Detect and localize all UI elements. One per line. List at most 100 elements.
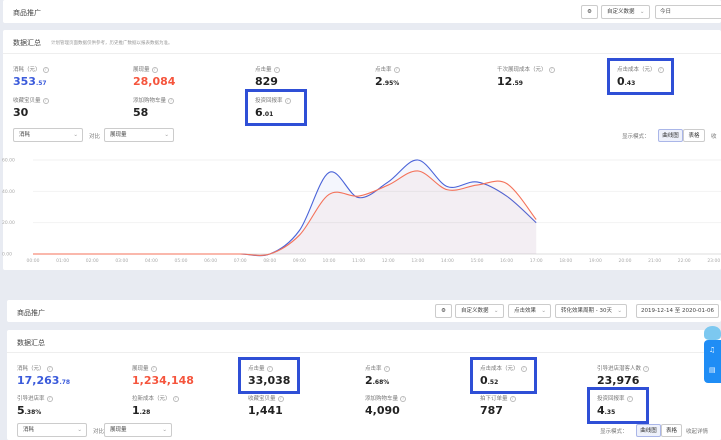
- custom-data-select[interactable]: 自定义数据 ⌄: [455, 304, 504, 318]
- help-icon[interactable]: ?: [46, 395, 53, 402]
- help-icon[interactable]: ?: [172, 395, 179, 402]
- x-tick-label: 08:00: [263, 258, 276, 264]
- date-select[interactable]: 今日: [655, 5, 721, 19]
- mode-table-button[interactable]: 表格: [661, 424, 682, 437]
- mode-table-button[interactable]: 表格: [683, 129, 705, 142]
- settings-button[interactable]: ⚙: [581, 5, 598, 19]
- help-icon[interactable]: ?: [46, 365, 53, 372]
- collapse-link[interactable]: 收: [711, 134, 717, 140]
- help-icon[interactable]: ?: [509, 395, 516, 402]
- help-icon[interactable]: ?: [150, 365, 157, 372]
- settings-button[interactable]: ⚙: [435, 304, 452, 318]
- metric-2: 点击量? 829: [255, 65, 280, 88]
- divider: [3, 53, 721, 54]
- x-tick-label: 01:00: [56, 258, 69, 264]
- chevron-down-icon: ⌄: [73, 132, 78, 138]
- compare-select-label: 展现量: [110, 427, 127, 433]
- help-icon[interactable]: ?: [393, 66, 400, 73]
- metric-4: 点击成本（元）? 0.52: [470, 357, 537, 394]
- metric-value: 0.52: [480, 374, 499, 387]
- metric-8: 收藏宝贝量? 1,441: [248, 394, 284, 417]
- help-icon[interactable]: ?: [266, 365, 273, 372]
- x-tick-label: 02:00: [86, 258, 99, 264]
- metric-label: 消耗（元）?: [13, 66, 49, 73]
- calendar-icon[interactable]: ▤: [709, 366, 716, 374]
- help-icon[interactable]: ?: [273, 66, 280, 73]
- series-area-1: [33, 170, 537, 256]
- x-tick-label: 00:00: [27, 258, 40, 264]
- x-tick-label: 09:00: [293, 258, 306, 264]
- metric-7: 添加购物车量? 58: [133, 96, 175, 119]
- metric-value: 12.59: [497, 75, 523, 88]
- gear-icon: ⚙: [587, 9, 592, 15]
- x-tick-label: 15:00: [471, 258, 484, 264]
- collapse-details-link[interactable]: 收起详情: [686, 429, 709, 435]
- help-icon[interactable]: ?: [383, 365, 390, 372]
- metric-3: 点击率? 2.95%: [375, 65, 400, 88]
- help-icon[interactable]: ?: [168, 97, 175, 104]
- compare-select[interactable]: 展现量 ⌄: [104, 423, 172, 437]
- metric-2: 点击量? 33,038: [238, 357, 301, 394]
- metric-8: 投资回报率? 6.01: [245, 89, 307, 126]
- metric-value: 1,441: [248, 404, 283, 417]
- chevron-down-icon: ⌄: [541, 308, 547, 314]
- help-icon[interactable]: ?: [151, 66, 158, 73]
- x-tick-label: 07:00: [234, 258, 247, 264]
- metric-value: 5.38%: [17, 404, 42, 417]
- period-select[interactable]: 转化效果周期 - 30天 ⌄: [555, 304, 627, 318]
- x-tick-label: 06:00: [204, 258, 217, 264]
- x-tick-label: 03:00: [115, 258, 128, 264]
- date-start: 2019-12-14: [641, 308, 674, 314]
- summary-title: 数据汇总: [17, 339, 45, 347]
- bottom-header: 商品推广 ⚙ 自定义数据 ⌄ 点击效果 ⌄ 转化效果周期 - 30天 ⌄ 2019-1…: [7, 300, 721, 322]
- metric-label: 展现量?: [133, 66, 158, 73]
- x-tick-label: 21:00: [648, 258, 661, 264]
- compare-label: 对比: [93, 429, 105, 435]
- metric-label: 添加购物车量?: [365, 395, 407, 402]
- help-icon[interactable]: ?: [400, 395, 407, 402]
- metric-select-label: 消耗: [19, 132, 31, 138]
- help-icon[interactable]: ?: [626, 395, 633, 402]
- metric-label: 消耗（元）?: [17, 365, 53, 372]
- effect-select-label: 点击效果: [514, 308, 537, 314]
- metric-value: 4.35: [597, 404, 616, 417]
- metric-label: 引导进店潜客人数?: [597, 365, 650, 372]
- help-icon[interactable]: ?: [42, 66, 49, 73]
- metric-11: 投资回报率? 4.35: [587, 387, 649, 424]
- metric-6: 收藏宝贝量? 30: [13, 96, 49, 119]
- mascot-icon[interactable]: [704, 326, 721, 340]
- metric-label: 千次展现成本（元）?: [497, 66, 555, 73]
- metric-label: 点击成本（元）?: [617, 66, 664, 73]
- help-icon[interactable]: ?: [657, 66, 664, 73]
- mode-chart-button[interactable]: 曲线图: [658, 129, 683, 142]
- mode-chart-button[interactable]: 曲线图: [636, 424, 661, 437]
- x-tick-label: 10:00: [323, 258, 336, 264]
- compare-select[interactable]: 展现量 ⌄: [104, 128, 174, 142]
- help-icon[interactable]: ?: [643, 365, 650, 372]
- summary-title: 数据汇总: [13, 39, 41, 47]
- metric-value: 28,084: [133, 75, 176, 88]
- custom-data-label: 自定义数据: [607, 9, 635, 15]
- help-icon[interactable]: ?: [42, 97, 49, 104]
- metric-label: 拍下订单量?: [480, 395, 516, 402]
- help-icon[interactable]: ?: [284, 97, 291, 104]
- metric-label: 拉新成本（元）?: [132, 395, 179, 402]
- metric-0: 消耗（元）? 17,263.78: [17, 364, 70, 387]
- x-tick-label: 11:00: [352, 258, 365, 264]
- bell-icon[interactable]: ♫: [709, 346, 716, 354]
- help-icon[interactable]: ?: [548, 66, 555, 73]
- custom-data-select[interactable]: 自定义数据 ⌄: [601, 5, 650, 19]
- metric-value: 23,976: [597, 374, 640, 387]
- metric-5: 点击成本（元）? 0.43: [607, 58, 674, 95]
- help-icon[interactable]: ?: [520, 365, 527, 372]
- metric-select[interactable]: 消耗 ⌄: [13, 128, 83, 142]
- metric-label: 点击成本（元）?: [480, 365, 527, 372]
- effect-select[interactable]: 点击效果 ⌄: [508, 304, 552, 318]
- date-range-picker[interactable]: 2019-12-14 至 2020-01-06: [636, 304, 719, 318]
- metric-select[interactable]: 消耗 ⌄: [17, 423, 87, 437]
- metric-value: 0.43: [617, 75, 636, 88]
- x-tick-label: 18:00: [559, 258, 572, 264]
- metric-label: 展现量?: [132, 365, 157, 372]
- help-icon[interactable]: ?: [277, 395, 284, 402]
- metric-9: 添加购物车量? 4,090: [365, 394, 407, 417]
